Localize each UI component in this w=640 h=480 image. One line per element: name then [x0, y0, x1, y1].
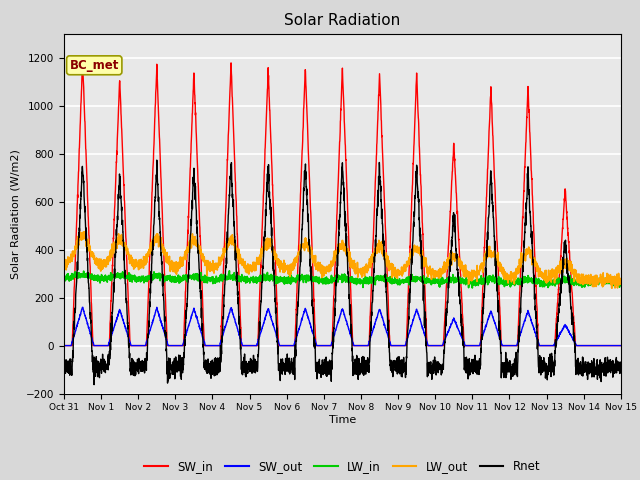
Rnet — [617, 360, 625, 365]
LW_out — [60, 258, 68, 264]
LW_in — [60, 277, 68, 283]
LW_out — [617, 281, 625, 287]
Rnet — [274, 351, 282, 357]
SW_out — [274, 336, 282, 342]
SW_in — [274, 322, 282, 328]
SW_in — [298, 160, 305, 166]
Rnet — [153, 157, 161, 163]
X-axis label: Time: Time — [329, 415, 356, 425]
LW_in — [225, 268, 233, 274]
Rnet — [157, 250, 164, 256]
Line: SW_out: SW_out — [64, 307, 621, 346]
Line: LW_in: LW_in — [64, 271, 621, 288]
Rnet — [124, 320, 131, 325]
LW_in — [468, 285, 476, 291]
Title: Solar Radiation: Solar Radiation — [284, 13, 401, 28]
SW_out — [60, 343, 68, 348]
Rnet — [298, 227, 306, 232]
SW_out — [546, 343, 554, 348]
Rnet — [606, 367, 614, 372]
SW_in — [606, 343, 614, 348]
LW_in — [124, 275, 131, 280]
LW_out — [81, 229, 88, 235]
LW_in — [606, 279, 614, 285]
SW_out — [157, 319, 164, 325]
LW_out — [546, 274, 554, 280]
LW_in — [274, 275, 282, 281]
LW_out — [298, 244, 305, 250]
Text: BC_met: BC_met — [70, 59, 119, 72]
Line: SW_in: SW_in — [64, 63, 621, 346]
Rnet — [547, 351, 554, 357]
SW_in — [124, 282, 131, 288]
SW_in — [79, 60, 86, 66]
LW_in — [157, 274, 164, 280]
SW_in — [157, 167, 164, 173]
SW_in — [546, 343, 554, 348]
LW_out — [606, 276, 614, 281]
Line: LW_out: LW_out — [64, 232, 621, 288]
LW_out — [124, 249, 131, 254]
LW_out — [157, 235, 164, 240]
LW_in — [298, 273, 305, 278]
LW_out — [608, 285, 616, 291]
SW_out — [298, 318, 305, 324]
SW_out — [606, 343, 614, 348]
SW_out — [617, 343, 625, 348]
LW_in — [617, 280, 625, 286]
SW_out — [79, 304, 86, 310]
LW_out — [274, 260, 282, 265]
Rnet — [90, 382, 98, 387]
SW_in — [617, 343, 625, 348]
Legend: SW_in, SW_out, LW_in, LW_out, Rnet: SW_in, SW_out, LW_in, LW_out, Rnet — [140, 455, 545, 478]
SW_in — [60, 343, 68, 348]
Line: Rnet: Rnet — [64, 160, 621, 384]
Y-axis label: Solar Radiation (W/m2): Solar Radiation (W/m2) — [10, 149, 20, 278]
SW_out — [124, 331, 131, 337]
Rnet — [60, 365, 68, 371]
LW_in — [547, 277, 554, 283]
